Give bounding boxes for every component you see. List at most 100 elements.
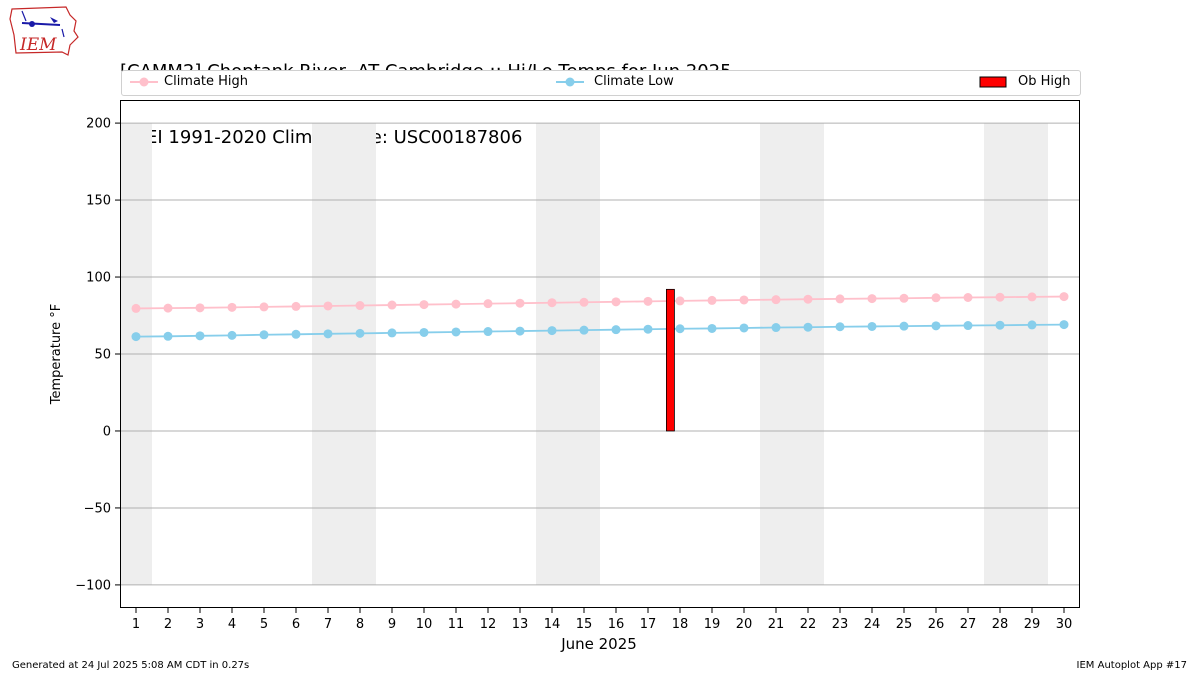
legend: Climate High Climate Low Ob High [121,70,1081,96]
ytick-label--50: −50 [84,501,111,516]
xtick-label-4: 4 [228,617,236,632]
climate-low-point-28 [995,320,1005,330]
xtick-label-10: 10 [416,617,433,632]
climate-low-line [135,323,1065,338]
climate-low-point-10 [419,327,429,337]
ytick-label-50: 50 [94,348,111,363]
climate-high-point-15 [579,297,589,307]
climate-high-series [131,292,1069,313]
ytick-label-100: 100 [86,271,111,286]
climate-low-point-24 [867,321,877,331]
xtick-label-11: 11 [448,617,465,632]
xtick-label-16: 16 [608,617,625,632]
climate-high-point-22 [803,294,813,304]
climate-low-point-3 [195,331,205,341]
climate-low-point-4 [227,330,237,340]
xtick-label-23: 23 [832,617,849,632]
ytick-label-0: 0 [103,424,111,439]
xtick-label-25: 25 [896,617,913,632]
climate-low-point-17 [643,324,653,334]
climate-low-point-19 [707,323,717,333]
climate-high-point-1 [131,303,141,313]
ob-high-bar-0 [666,288,675,432]
climate-high-point-14 [547,298,557,308]
climate-high-point-3 [195,303,205,313]
xtick-label-28: 28 [992,617,1009,632]
xtick-label-6: 6 [292,617,300,632]
climate-high-point-8 [355,301,365,311]
climate-high-point-12 [483,299,493,309]
y-axis-ticks: −100 −50 0 50 100 150 200 [75,117,120,593]
xtick-label-26: 26 [928,617,945,632]
climate-low-point-29 [1027,320,1037,330]
xtick-label-24: 24 [864,617,881,632]
legend-climate-low-label: Climate Low [594,74,674,89]
climate-low-series [131,320,1069,342]
climate-low-point-11 [451,327,461,337]
climate-low-point-5 [259,330,269,340]
xtick-label-9: 9 [388,617,396,632]
climate-low-point-20 [739,323,749,333]
climate-high-point-2 [163,303,173,313]
plot-frame [120,100,1080,608]
climate-low-point-2 [163,331,173,341]
iowa-outline-icon [9,6,79,56]
xtick-label-22: 22 [800,617,817,632]
y-gridlines [120,122,1080,586]
climate-high-point-10 [419,300,429,310]
climate-high-point-17 [643,296,653,306]
iem-logo: IEM [8,5,80,63]
xtick-label-7: 7 [324,617,332,632]
legend-climate-low-marker [556,77,584,87]
legend-ob-high-label: Ob High [1018,74,1071,89]
climate-low-point-18 [675,324,685,334]
climate-high-point-6 [291,301,301,311]
logo-text: IEM [19,35,57,55]
climate-high-point-7 [323,301,333,311]
legend-climate-high-marker [130,77,158,87]
xtick-label-13: 13 [512,617,529,632]
xtick-label-18: 18 [672,617,689,632]
xtick-label-21: 21 [768,617,785,632]
climate-low-point-12 [483,327,493,337]
climate-high-point-16 [611,297,621,307]
climate-low-point-1 [131,332,141,342]
climate-high-point-23 [835,294,845,304]
climate-high-line [135,295,1065,310]
xtick-label-29: 29 [1024,617,1041,632]
climate-high-point-26 [931,293,941,303]
climate-low-point-30 [1059,320,1069,330]
climate-high-point-21 [771,295,781,305]
climate-high-point-30 [1059,292,1069,302]
xtick-label-12: 12 [480,617,497,632]
climate-high-point-29 [1027,292,1037,302]
climate-low-point-14 [547,326,557,336]
climate-high-point-20 [739,295,749,305]
xtick-label-17: 17 [640,617,657,632]
xtick-label-27: 27 [960,617,977,632]
xtick-label-19: 19 [704,617,721,632]
climate-low-point-22 [803,322,813,332]
xtick-label-3: 3 [196,617,204,632]
x-axis-ticks: 1 2 3 4 5 6 7 8 9 10 11 12 13 14 15 16 17 18 19 20 21 22 23 24 2… [132,608,1072,632]
xtick-label-1: 1 [132,617,140,632]
xtick-label-14: 14 [544,617,561,632]
y-axis-label: Temperature °F [49,304,64,405]
climate-low-point-9 [387,328,397,338]
ytick-label-150: 150 [86,194,111,209]
climate-low-point-25 [899,321,909,331]
climate-low-point-27 [963,321,973,331]
xtick-label-20: 20 [736,617,753,632]
climate-low-point-8 [355,328,365,338]
footer-generated: Generated at 24 Jul 2025 5:08 AM CDT in … [12,660,250,671]
climate-high-point-9 [387,300,397,310]
climate-high-point-18 [675,296,685,306]
ytick-label-200: 200 [86,117,111,132]
ytick-label--100: −100 [75,578,111,593]
climate-high-point-13 [515,298,525,308]
climate-high-point-25 [899,293,909,303]
xtick-label-5: 5 [260,617,268,632]
climate-high-point-19 [707,295,717,305]
climate-high-point-4 [227,302,237,312]
